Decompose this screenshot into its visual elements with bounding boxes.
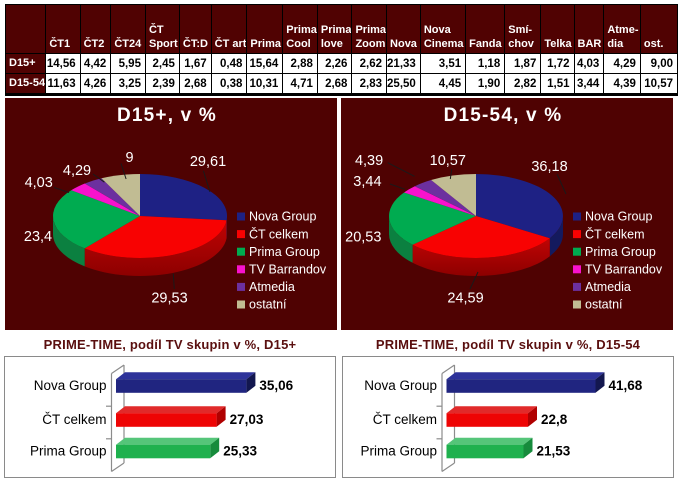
- svg-text:4,39: 4,39: [355, 153, 383, 169]
- svg-text:29,53: 29,53: [151, 290, 187, 306]
- svg-text:ČT celkem: ČT celkem: [373, 412, 437, 427]
- svg-text:21,53: 21,53: [537, 443, 571, 458]
- svg-text:3,44: 3,44: [353, 174, 381, 190]
- svg-text:41,68: 41,68: [609, 378, 643, 393]
- svg-text:20,53: 20,53: [345, 230, 381, 246]
- svg-text:23,4: 23,4: [24, 229, 52, 245]
- svg-text:Nova Group: Nova Group: [34, 378, 107, 393]
- svg-text:Prima Group: Prima Group: [585, 245, 656, 259]
- svg-text:Nova Group: Nova Group: [585, 210, 652, 224]
- svg-text:4,29: 4,29: [63, 163, 91, 179]
- svg-text:TV Barrandov: TV Barrandov: [585, 263, 663, 277]
- svg-text:ostatní: ostatní: [585, 298, 623, 312]
- svg-text:25,33: 25,33: [223, 443, 257, 458]
- svg-text:ČT celkem: ČT celkem: [249, 226, 309, 241]
- svg-text:22,8: 22,8: [541, 412, 568, 427]
- svg-text:Nova Group: Nova Group: [364, 378, 437, 393]
- svg-text:29,61: 29,61: [190, 154, 226, 170]
- svg-text:10,57: 10,57: [430, 153, 466, 169]
- svg-text:9: 9: [125, 150, 133, 166]
- svg-text:ČT celkem: ČT celkem: [42, 412, 106, 427]
- svg-text:ČT celkem: ČT celkem: [585, 226, 645, 241]
- svg-text:TV Barrandov: TV Barrandov: [249, 263, 327, 277]
- svg-text:Prima Group: Prima Group: [360, 444, 437, 459]
- svg-text:24,59: 24,59: [447, 290, 483, 306]
- svg-text:36,18: 36,18: [531, 159, 567, 175]
- svg-text:ostatní: ostatní: [249, 298, 287, 312]
- svg-text:Prima Group: Prima Group: [249, 245, 320, 259]
- svg-text:27,03: 27,03: [230, 412, 264, 427]
- svg-text:Nova Group: Nova Group: [249, 210, 316, 224]
- svg-text:Prima Group: Prima Group: [30, 444, 107, 459]
- svg-text:Atmedia: Atmedia: [585, 280, 631, 294]
- svg-text:35,06: 35,06: [259, 378, 293, 393]
- svg-text:Atmedia: Atmedia: [249, 280, 295, 294]
- svg-text:4,03: 4,03: [25, 175, 53, 191]
